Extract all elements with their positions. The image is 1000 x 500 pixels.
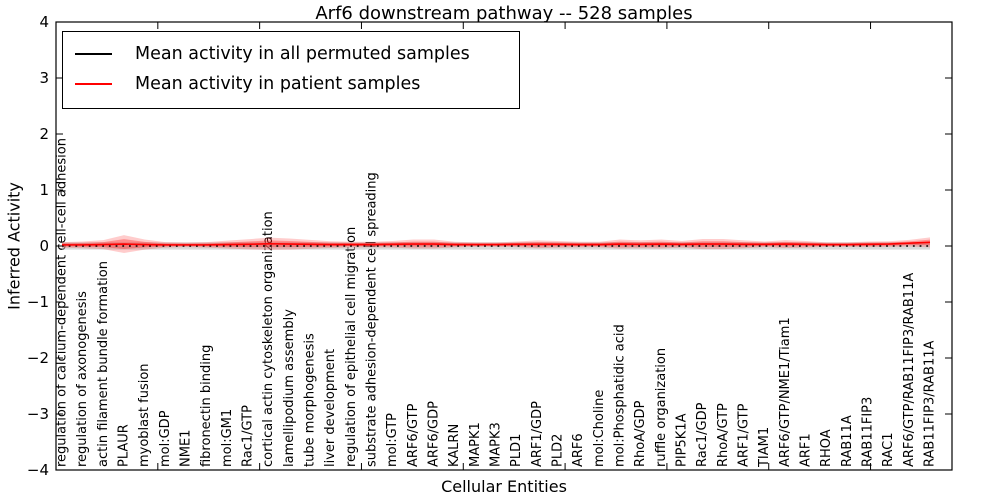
x-category-label: tube morphogenesis	[303, 333, 318, 467]
y-tick-label: 1	[39, 181, 49, 199]
x-category-label: PLD1	[509, 434, 524, 467]
x-category-label: ARF6	[571, 433, 586, 467]
legend-line-red-icon	[75, 83, 112, 85]
x-category-label: RhoA/GDP	[633, 400, 648, 467]
x-category-label: ARF6/GDP	[427, 401, 442, 467]
plot-border	[55, 21, 953, 471]
x-category-label: ARF6/GTP/NME1/Tiam1	[778, 317, 793, 467]
x-category-labels: regulation of calcium-dependent cell-cel…	[55, 138, 938, 468]
x-category-label: ARF1/GTP	[737, 403, 752, 467]
legend-line-black-icon	[75, 53, 112, 55]
x-category-label: MAPK1	[468, 422, 483, 467]
x-category-label: RhoA/GTP	[716, 403, 731, 467]
x-category-label: lamellipodium assembly	[282, 309, 297, 467]
x-category-label: ARF1	[799, 433, 814, 467]
x-category-label: MAPK3	[489, 422, 504, 467]
x-category-label: substrate adhesion-dependent cell spread…	[365, 172, 380, 467]
x-category-label: myoblast fusion	[137, 363, 152, 467]
y-tick-label: 4	[39, 13, 49, 31]
x-category-label: NME1	[179, 430, 194, 467]
x-category-label: PIP5K1A	[675, 413, 690, 467]
y-tick-label: 3	[39, 69, 49, 87]
y-tick-labels: 4 3 2 1 0 −1 −2 −3 −4	[27, 13, 49, 479]
x-category-label: Rac1/GTP	[241, 405, 256, 467]
legend-item-permuted: Mean activity in all permuted samples	[75, 39, 511, 69]
x-category-label: ARF6/GTP/RAB11FIP3/RAB11A	[902, 273, 917, 467]
y-tick-label: 0	[39, 237, 49, 255]
x-category-label: regulation of epithelial cell migration	[344, 227, 359, 467]
x-category-label: actin filament bundle formation	[96, 261, 111, 467]
x-category-label: TIAM1	[757, 427, 772, 468]
x-category-label: regulation of axonogenesis	[75, 291, 90, 467]
legend-item-patient: Mean activity in patient samples	[75, 69, 511, 99]
y-tick-label: −2	[27, 349, 49, 367]
x-category-label: KALRN	[447, 424, 462, 467]
x-category-label: RAB11FIP3	[861, 397, 876, 467]
x-category-label: PLAUR	[117, 424, 132, 467]
x-category-label: cortical actin cytoskeleton organization	[261, 211, 276, 467]
y-tick-label: 2	[39, 125, 49, 143]
x-category-label: mol:GM1	[220, 409, 235, 467]
x-category-label: ARF6/GTP	[406, 403, 421, 467]
legend-label: Mean activity in all permuted samples	[135, 44, 470, 64]
y-axis-label: Inferred Activity	[4, 182, 24, 310]
patient-mean-line	[62, 241, 931, 246]
chart-title: Arf6 downstream pathway -- 528 samples	[315, 3, 693, 24]
legend: Mean activity in all permuted samples Me…	[62, 31, 520, 109]
x-category-label: Rac1/GDP	[695, 402, 710, 467]
legend-label: Mean activity in patient samples	[135, 74, 421, 94]
x-category-label: RHOA	[819, 429, 834, 467]
y-tick-label: −4	[27, 461, 49, 479]
x-category-label: liver development	[323, 349, 338, 467]
x-category-label: RAC1	[881, 432, 896, 467]
x-category-label: ARF1/GDP	[530, 401, 545, 467]
x-category-label: mol:GDP	[158, 410, 173, 467]
x-category-label: ruffle organization	[654, 348, 669, 467]
x-category-label: mol:Phosphatidic acid	[613, 324, 628, 467]
x-category-label: RAB11FIP3/RAB11A	[923, 340, 938, 467]
x-category-label: mol:Choline	[592, 390, 607, 467]
x-category-label: regulation of calcium-dependent cell-cel…	[55, 138, 70, 467]
x-category-label: RAB11A	[840, 415, 855, 467]
y-tick-label: −3	[27, 405, 49, 423]
x-category-label: PLD2	[551, 434, 566, 467]
x-axis-label: Cellular Entities	[441, 477, 567, 496]
y-tick-label: −1	[27, 293, 49, 311]
x-category-label: mol:GTP	[385, 413, 400, 467]
x-category-label: fibronectin binding	[199, 345, 214, 467]
